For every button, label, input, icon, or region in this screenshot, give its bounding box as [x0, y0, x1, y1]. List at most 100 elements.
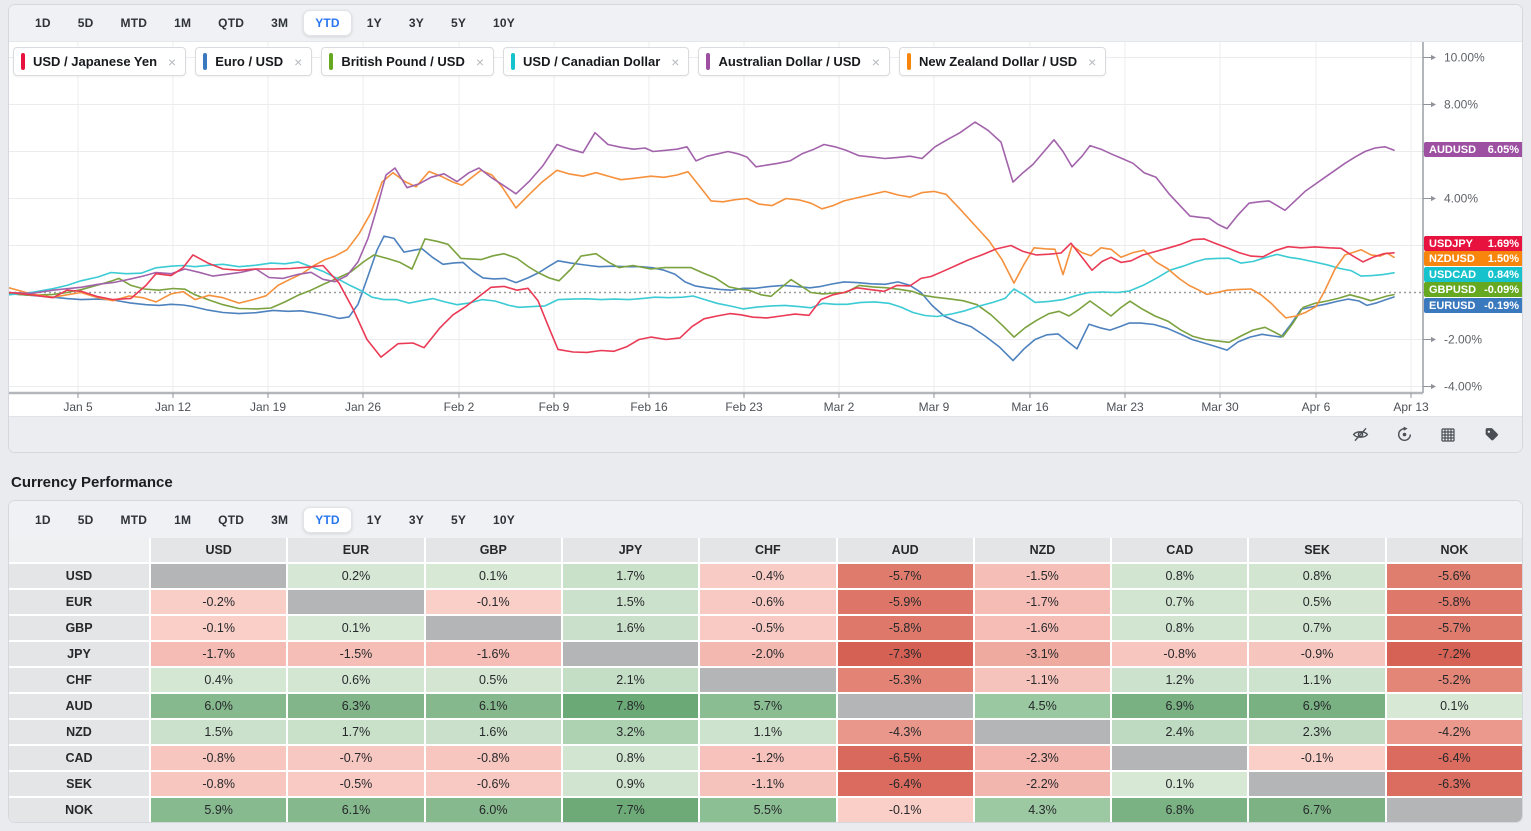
legend-chip-british-pound-usd[interactable]: British Pound / USD × [321, 47, 495, 76]
series-line-gbpusd [9, 238, 1395, 344]
badge-value: 6.05% [1487, 143, 1519, 156]
cell-gbp-chf: -0.5% [700, 616, 836, 640]
range-button-1y[interactable]: 1Y [355, 507, 394, 533]
cell-nok-nok [1386, 798, 1522, 822]
cell-chf-nzd: -1.1% [974, 668, 1111, 692]
cell-eur-gbp: -0.1% [425, 590, 561, 614]
cell-nok-nzd: 4.3% [974, 798, 1111, 822]
legend-color-bar [329, 53, 334, 70]
range-button-3m[interactable]: 3M [259, 10, 300, 36]
range-button-mtd[interactable]: MTD [109, 507, 160, 533]
range-button-1d[interactable]: 1D [23, 10, 63, 36]
range-button-ytd[interactable]: YTD [303, 506, 352, 533]
range-button-3m[interactable]: 3M [259, 507, 300, 533]
close-icon[interactable]: × [671, 53, 680, 70]
legend-label: British Pound / USD [341, 54, 465, 69]
cell-nok-gbp: 6.0% [425, 798, 561, 822]
chart-toolbar [9, 416, 1522, 452]
cell-sek-jpy: 0.9% [562, 772, 699, 796]
column-header-sek: SEK [1249, 538, 1385, 562]
range-button-mtd[interactable]: MTD [109, 10, 160, 36]
svg-text:10.00%: 10.00% [1444, 51, 1485, 65]
range-button-10y[interactable]: 10Y [481, 507, 527, 533]
tag-icon[interactable] [1483, 426, 1500, 443]
legend-color-bar [906, 53, 911, 70]
svg-text:Apr 13: Apr 13 [1393, 400, 1429, 414]
svg-text:Mar 30: Mar 30 [1201, 400, 1239, 414]
cell-gbp-aud: -5.8% [837, 616, 973, 640]
legend-chip-euro-usd[interactable]: Euro / USD × [195, 47, 313, 76]
cell-cad-sek: -0.1% [1249, 746, 1385, 770]
cell-jpy-jpy [562, 642, 699, 666]
cell-jpy-gbp: -1.6% [425, 642, 561, 666]
range-button-ytd[interactable]: YTD [303, 10, 352, 36]
badge-symbol: USDCAD [1429, 268, 1477, 281]
x-axis-labels: Jan 5 Jan 12 Jan 19 Jan 26 Feb 2 Feb 9 Feb 16 F… [63, 393, 1429, 414]
legend-color-bar [203, 53, 208, 70]
series-line-usdcad [9, 253, 1395, 318]
cell-nzd-cad: 2.4% [1112, 720, 1248, 744]
row-label-jpy: JPY [9, 642, 149, 666]
reset-zoom-icon[interactable] [1396, 426, 1413, 443]
close-icon[interactable]: × [1088, 53, 1097, 70]
cell-nzd-chf: 1.1% [700, 720, 836, 744]
column-header-aud: AUD [837, 538, 973, 562]
close-icon[interactable]: × [168, 53, 177, 70]
row-label-aud: AUD [9, 694, 149, 718]
cell-cad-usd: -0.8% [151, 746, 287, 770]
eye-off-icon[interactable] [1352, 426, 1369, 443]
cell-eur-chf: -0.6% [700, 590, 836, 614]
range-button-5y[interactable]: 5Y [439, 10, 478, 36]
svg-text:Feb 16: Feb 16 [630, 400, 668, 414]
range-button-qtd[interactable]: QTD [206, 10, 256, 36]
row-label-nzd: NZD [9, 720, 149, 744]
cell-nok-sek: 6.7% [1249, 798, 1385, 822]
legend-chip-usd-canadian-dollar[interactable]: USD / Canadian Dollar × [503, 47, 690, 76]
range-button-3y[interactable]: 3Y [397, 507, 436, 533]
cell-usd-nok: -5.6% [1386, 564, 1522, 588]
series-lines [9, 121, 1395, 362]
column-header-usd: USD [151, 538, 287, 562]
cell-chf-nok: -5.2% [1386, 668, 1522, 692]
legend-chip-usd-japanese-yen[interactable]: USD / Japanese Yen × [13, 47, 187, 76]
cell-usd-cad: 0.8% [1112, 564, 1248, 588]
range-button-1m[interactable]: 1M [162, 507, 203, 533]
badge-value: 1.69% [1487, 237, 1519, 250]
range-button-5d[interactable]: 5D [66, 10, 106, 36]
cell-cad-nok: -6.4% [1386, 746, 1522, 770]
cell-usd-gbp: 0.1% [425, 564, 561, 588]
cell-nzd-eur: 1.7% [288, 720, 424, 744]
range-button-5y[interactable]: 5Y [439, 507, 478, 533]
range-button-1m[interactable]: 1M [162, 10, 203, 36]
grid-icon[interactable] [1440, 427, 1456, 443]
cell-chf-usd: 0.4% [151, 668, 287, 692]
range-button-3y[interactable]: 3Y [397, 10, 436, 36]
close-icon[interactable]: × [294, 53, 303, 70]
axis-badge-usdcad: USDCAD 0.84% [1424, 267, 1522, 282]
cell-aud-nok: 0.1% [1386, 694, 1522, 718]
column-header-nok: NOK [1386, 538, 1522, 562]
range-button-qtd[interactable]: QTD [206, 507, 256, 533]
range-button-1d[interactable]: 1D [23, 507, 63, 533]
legend-chip-australian-dollar-usd[interactable]: Australian Dollar / USD × [698, 47, 890, 76]
cell-aud-aud [837, 694, 973, 718]
legend-chip-new-zealand-dollar-usd[interactable]: New Zealand Dollar / USD × [898, 47, 1107, 76]
cell-eur-jpy: 1.5% [562, 590, 699, 614]
row-label-nok: NOK [9, 798, 149, 822]
column-header-gbp: GBP [425, 538, 561, 562]
close-icon[interactable]: × [475, 53, 485, 70]
svg-text:Apr 6: Apr 6 [1302, 400, 1331, 414]
range-button-5d[interactable]: 5D [66, 507, 106, 533]
cell-cad-eur: -0.7% [288, 746, 424, 770]
axis-badge-nzdusd: NZDUSD 1.50% [1424, 251, 1522, 266]
range-button-1y[interactable]: 1Y [355, 10, 394, 36]
cell-sek-gbp: -0.6% [425, 772, 561, 796]
close-icon[interactable]: × [871, 53, 880, 70]
range-button-10y[interactable]: 10Y [481, 10, 527, 36]
cell-sek-usd: -0.8% [151, 772, 287, 796]
cell-jpy-nok: -7.2% [1386, 642, 1522, 666]
currency-performance-table: USD EUR GBP JPY CHF AUD NZD CAD SEK NOK USD 0.2% 0.1… [9, 538, 1522, 822]
series-line-eurusd [9, 235, 1395, 362]
cell-chf-aud: -5.3% [837, 668, 973, 692]
cell-cad-nzd: -2.3% [974, 746, 1111, 770]
